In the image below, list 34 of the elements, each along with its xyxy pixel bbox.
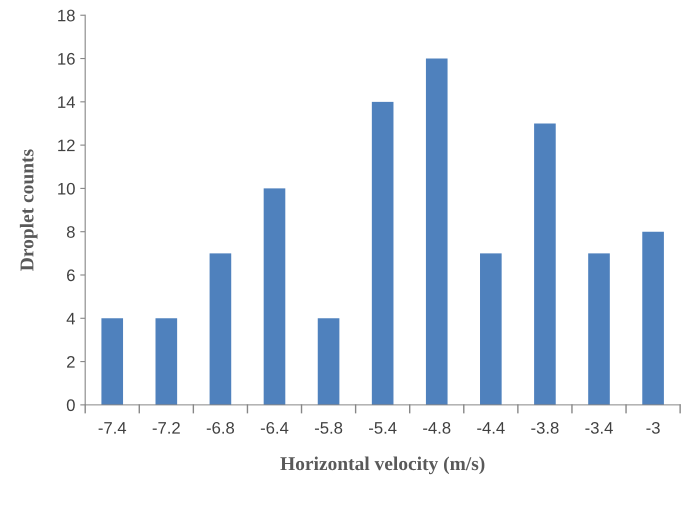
bar — [156, 318, 178, 405]
x-tick-label: -6.4 — [260, 422, 288, 434]
x-tick-label: -4.8 — [423, 422, 450, 434]
bar — [480, 253, 502, 405]
x-tick-label: -3.4 — [585, 422, 613, 434]
x-axis-title: Horizontal velocity (m/s) — [280, 456, 484, 474]
x-tick-label: -5.4 — [369, 422, 397, 434]
y-tick-label: 10 — [58, 182, 75, 195]
y-tick-label: 4 — [66, 312, 75, 324]
y-tick-label: 12 — [58, 140, 75, 152]
bar — [210, 253, 232, 405]
x-tick-label: -4.4 — [477, 422, 505, 434]
bar — [372, 102, 394, 405]
y-tick-label: 2 — [67, 356, 75, 368]
x-tick-label: -6.8 — [206, 422, 234, 434]
y-tick-label: 6 — [67, 269, 75, 282]
x-tick-label: -5.8 — [314, 422, 342, 434]
bar — [318, 318, 340, 405]
bar — [642, 232, 664, 405]
bar — [101, 318, 124, 405]
y-tick-label: 18 — [58, 10, 75, 22]
x-tick-label: -3.8 — [531, 422, 559, 434]
y-tick-label: 0 — [66, 399, 75, 412]
x-tick-label: -7.2 — [152, 422, 180, 434]
y-tick-label: 16 — [58, 52, 75, 65]
y-axis-title: Droplet counts — [20, 149, 38, 271]
x-tick-label: -7.4 — [98, 422, 126, 434]
bar — [588, 253, 610, 405]
bar — [426, 58, 448, 405]
y-tick-label: 14 — [58, 96, 75, 108]
bar — [264, 188, 286, 405]
y-tick-label: 8 — [66, 226, 75, 238]
bar — [534, 123, 556, 405]
x-tick-label: -3 — [646, 422, 660, 434]
